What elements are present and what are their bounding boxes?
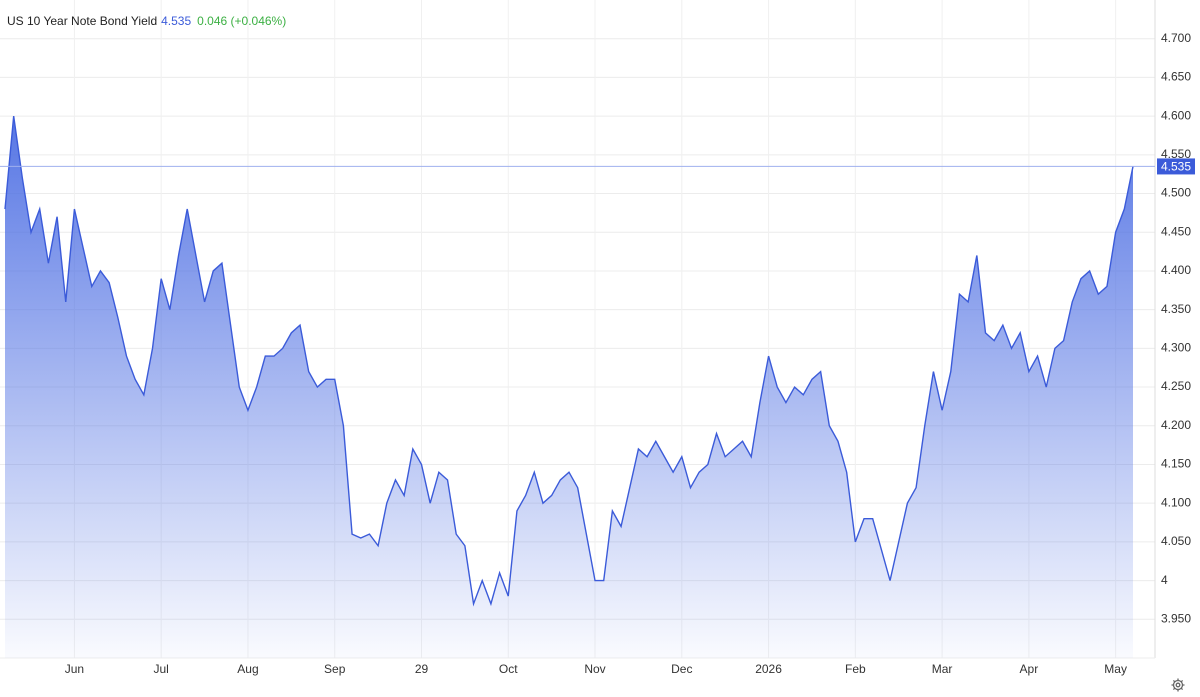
y-tick-label: 4.400 (1161, 263, 1191, 277)
x-tick-label: Feb (845, 662, 866, 676)
area-fill (5, 116, 1133, 659)
y-tick-label: 3.950 (1161, 611, 1191, 625)
y-tick-label: 4.350 (1161, 302, 1191, 316)
x-tick-label: Jun (65, 662, 84, 676)
y-tick-label: 4.650 (1161, 70, 1191, 84)
chart-title: US 10 Year Note Bond Yield (7, 14, 158, 28)
y-tick-label: 4.050 (1161, 534, 1191, 548)
y-tick-label: 4.200 (1161, 418, 1191, 432)
y-tick-label: 4.250 (1161, 379, 1191, 393)
last-value-badge (1157, 158, 1195, 175)
settings-icon[interactable] (1171, 678, 1185, 692)
last-value-badge-text: 4.535 (1161, 160, 1191, 174)
x-tick-label: 2026 (755, 662, 782, 676)
y-tick-label: 4 (1161, 573, 1168, 587)
x-tick-label: Aug (237, 662, 258, 676)
x-tick-label: Sep (324, 662, 346, 676)
x-tick-label: Dec (671, 662, 692, 676)
x-tick-label: Jul (154, 662, 169, 676)
x-tick-label: Mar (932, 662, 953, 676)
y-tick-label: 4.500 (1161, 186, 1191, 200)
last-value: 4.535 (161, 14, 192, 28)
y-tick-label: 4.100 (1161, 495, 1191, 509)
y-tick-label: 4.700 (1161, 31, 1191, 45)
change: 0.046 (+0.046%) (197, 14, 287, 28)
y-tick-label: 4.450 (1161, 224, 1191, 238)
x-tick-label: 29 (415, 662, 429, 676)
y-tick-label: 4.300 (1161, 341, 1191, 355)
y-tick-label: 4.550 (1161, 147, 1191, 161)
header: US 10 Year Note Bond Yield 4.535 0.046 (+0… (7, 14, 286, 28)
x-tick-label: Nov (584, 662, 605, 676)
x-tick-label: May (1104, 662, 1127, 676)
x-tick-label: Oct (499, 662, 518, 676)
x-tick-label: Apr (1020, 662, 1039, 676)
line (4, 116, 1134, 607)
y-tick-label: 4.600 (1161, 108, 1191, 122)
y-tick-label: 4.150 (1161, 457, 1191, 471)
